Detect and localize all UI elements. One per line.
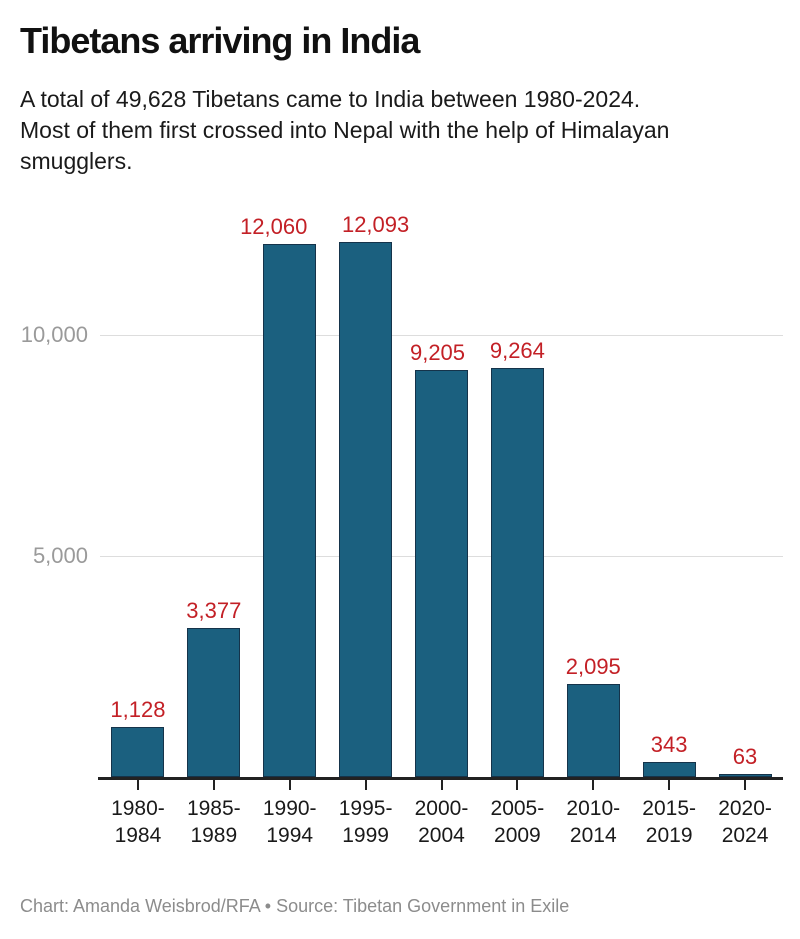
bar-1985-1989[interactable]	[187, 627, 241, 777]
x-axis-category-label: 1995- 1999	[338, 797, 393, 847]
x-axis-tick	[136, 780, 139, 790]
bar-2020-2024[interactable]	[718, 774, 772, 777]
bar-value-label: 2,095	[565, 654, 621, 680]
bar-2005-2009[interactable]	[490, 367, 544, 777]
x-axis-category-label: 2005- 2009	[490, 797, 545, 847]
y-gridline	[100, 335, 783, 336]
bar-2015-2019[interactable]	[642, 761, 696, 777]
bar-value-label: 9,264	[489, 337, 545, 363]
x-axis-tick	[516, 780, 519, 790]
bar-2010-2014[interactable]	[566, 684, 620, 777]
y-axis-tick-label: 5,000	[32, 543, 88, 568]
bar-value-label: 63	[732, 744, 758, 770]
bar-value-label: 12,093	[341, 212, 410, 238]
x-axis-tick	[440, 780, 443, 790]
x-axis-tick	[288, 780, 291, 790]
x-axis-category-label: 1980- 1984	[111, 797, 165, 847]
bar-value-label: 1,128	[110, 697, 166, 723]
x-axis-line	[98, 777, 783, 780]
bar-value-label: 12,060	[240, 213, 308, 239]
x-axis-tick	[364, 780, 367, 790]
chart-credit: Chart: Amanda Weisbrod/RFA • Source: Tib…	[20, 896, 570, 916]
bar-1990-1994[interactable]	[263, 243, 317, 777]
chart-title: Tibetans arriving in India	[20, 20, 420, 61]
chart-subtitle: A total of 49,628 Tibetans came to India…	[20, 86, 670, 174]
bar-value-label: 9,205	[409, 340, 466, 366]
bar-value-label: 343	[650, 731, 688, 757]
bar-1980-1984[interactable]	[111, 727, 165, 777]
x-axis-category-label: 2010- 2014	[566, 797, 621, 847]
x-axis-category-label: 2000- 2004	[414, 797, 469, 847]
bar-1995-1999[interactable]	[339, 242, 393, 777]
x-axis-tick	[212, 780, 215, 790]
x-axis-tick	[668, 780, 671, 790]
x-axis-tick	[744, 780, 747, 790]
bar-2000-2004[interactable]	[415, 370, 468, 777]
bar-value-label: 3,377	[186, 597, 242, 623]
x-axis-category-label: 1990- 1994	[262, 797, 317, 847]
x-axis-category-label: 2020- 2024	[718, 797, 772, 847]
x-axis-category-label: 2015- 2019	[642, 797, 697, 847]
x-axis-tick	[592, 780, 595, 790]
y-axis-tick-label: 10,000	[20, 322, 88, 347]
x-axis-category-label: 1985- 1989	[186, 797, 241, 847]
